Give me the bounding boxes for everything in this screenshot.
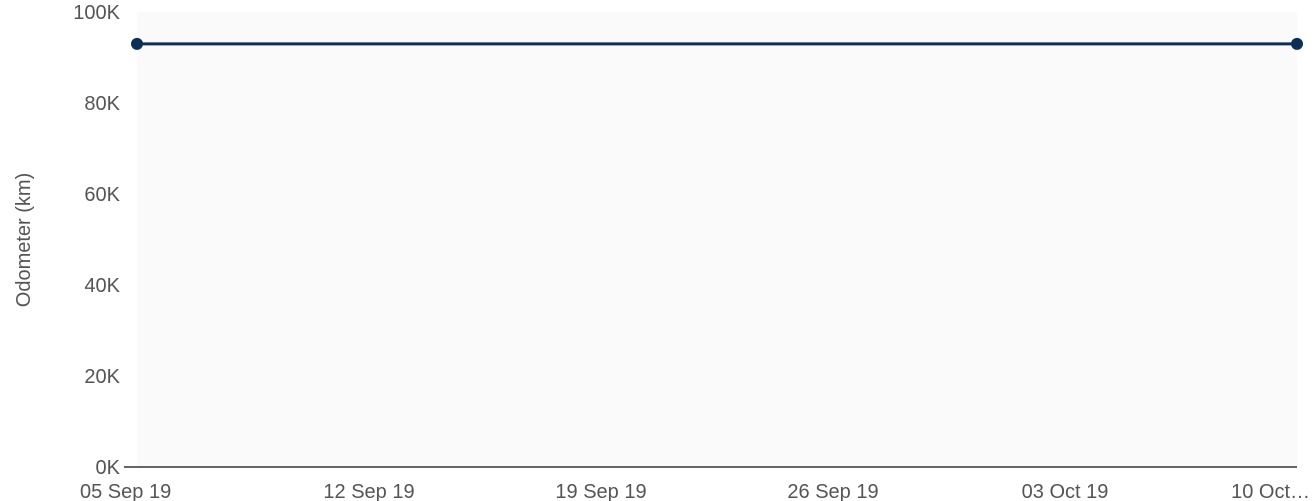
y-tick-label: 100K [73,2,120,24]
data-point[interactable] [1291,37,1303,50]
x-tick-label: 26 Sep 19 [787,481,878,501]
x-axis-tick-labels: 05 Sep 19 12 Sep 19 19 Sep 19 26 Sep 19 03 O… [80,481,1310,501]
y-tick-label: 0K [96,457,121,479]
data-point[interactable] [131,37,143,50]
y-axis-tick-labels: 0K 20K 40K 60K 80K 100K [73,2,120,479]
x-tick-label: 12 Sep 19 [323,481,414,501]
series-layer [131,37,1303,50]
y-tick-label: 80K [84,93,120,115]
x-tick-label: 10 Oct… [1231,481,1310,501]
y-axis-title: Odometer (km) [13,173,35,307]
x-tick-label: 19 Sep 19 [555,481,646,501]
plot-background [137,12,1297,467]
y-tick-label: 60K [84,184,120,206]
x-tick-label: 03 Oct 19 [1022,481,1109,501]
x-tick-label: 05 Sep 19 [80,481,171,501]
y-tick-label: 20K [84,366,120,388]
y-tick-label: 40K [84,275,120,297]
